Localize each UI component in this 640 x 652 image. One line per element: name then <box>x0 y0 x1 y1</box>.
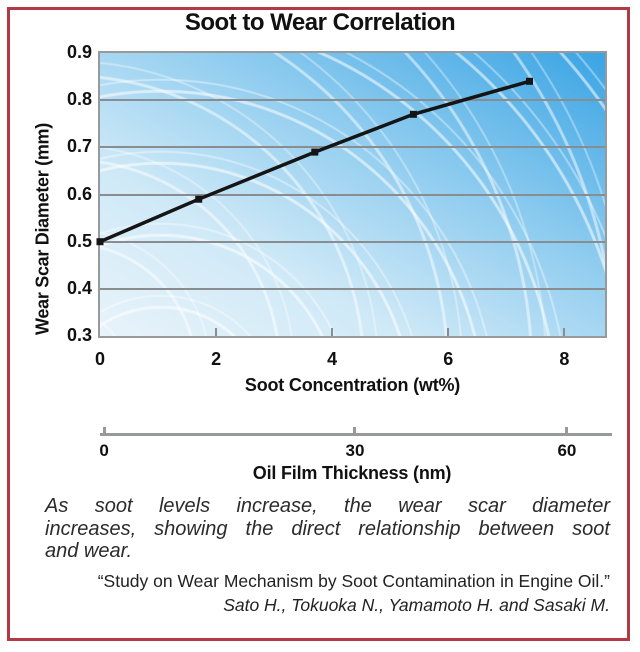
gridline <box>100 287 605 290</box>
x-tick-mark <box>563 328 566 336</box>
plot-area <box>96 51 607 338</box>
data-point-marker <box>409 110 417 118</box>
y-tick-label: 0.4 <box>66 277 92 298</box>
secondary-axis-tick-label: 60 <box>557 441 577 460</box>
y-tick-label: 0.6 <box>66 183 92 204</box>
citation-authors: Sato H., Tokuoka N., Yamamoto H. and Sas… <box>223 595 610 615</box>
x-axis-title: Soot Concentration (wt%) <box>244 375 461 395</box>
gridline <box>100 193 605 196</box>
chart-title: Soot to Wear Correlation <box>184 9 456 36</box>
x-tick-mark <box>215 328 218 336</box>
caption-line: As soot levels increase, the wear scar d… <box>45 495 610 517</box>
y-tick-label: 0.8 <box>66 89 92 110</box>
y-tick-label: 0.7 <box>66 136 92 157</box>
secondary-axis-tick-label: 0 <box>99 441 109 460</box>
data-point-marker <box>195 195 203 203</box>
data-point-marker <box>311 148 319 156</box>
data-point-marker <box>96 238 104 246</box>
x-tick-label: 2 <box>211 349 222 369</box>
citation-block: “Study on Wear Mechanism by Soot Contami… <box>45 569 610 617</box>
secondary-axis-tick-label: 30 <box>345 441 365 460</box>
x-tick-mark <box>447 328 450 336</box>
secondary-axis-tick-mark <box>353 427 357 436</box>
y-tick-label: 0.5 <box>66 230 92 251</box>
gridline <box>100 99 605 102</box>
x-tick-label: 6 <box>443 349 454 369</box>
caption-line: increases, showing the direct relationsh… <box>45 517 610 540</box>
y-tick-label: 0.3 <box>66 325 92 345</box>
caption-text: As soot levels increase, the wear scar d… <box>45 495 610 563</box>
gridline <box>100 240 605 243</box>
x-tick-label: 0 <box>94 349 105 369</box>
caption-line: and wear. <box>45 540 133 562</box>
x-tick-label: 4 <box>327 349 338 369</box>
x-tick-label: 8 <box>559 349 570 369</box>
y-tick-label: 0.9 <box>66 42 92 62</box>
x-tick-mark <box>331 328 334 336</box>
secondary-axis-tick-mark <box>565 427 569 436</box>
gridline <box>100 146 605 149</box>
data-point-marker <box>526 77 533 85</box>
secondary-axis-tick-mark <box>102 427 106 436</box>
data-series-line <box>96 77 533 246</box>
citation-source-title: “Study on Wear Mechanism by Soot Contami… <box>97 571 610 591</box>
secondary-axis-title: Oil Film Thickness (nm) <box>252 463 452 483</box>
